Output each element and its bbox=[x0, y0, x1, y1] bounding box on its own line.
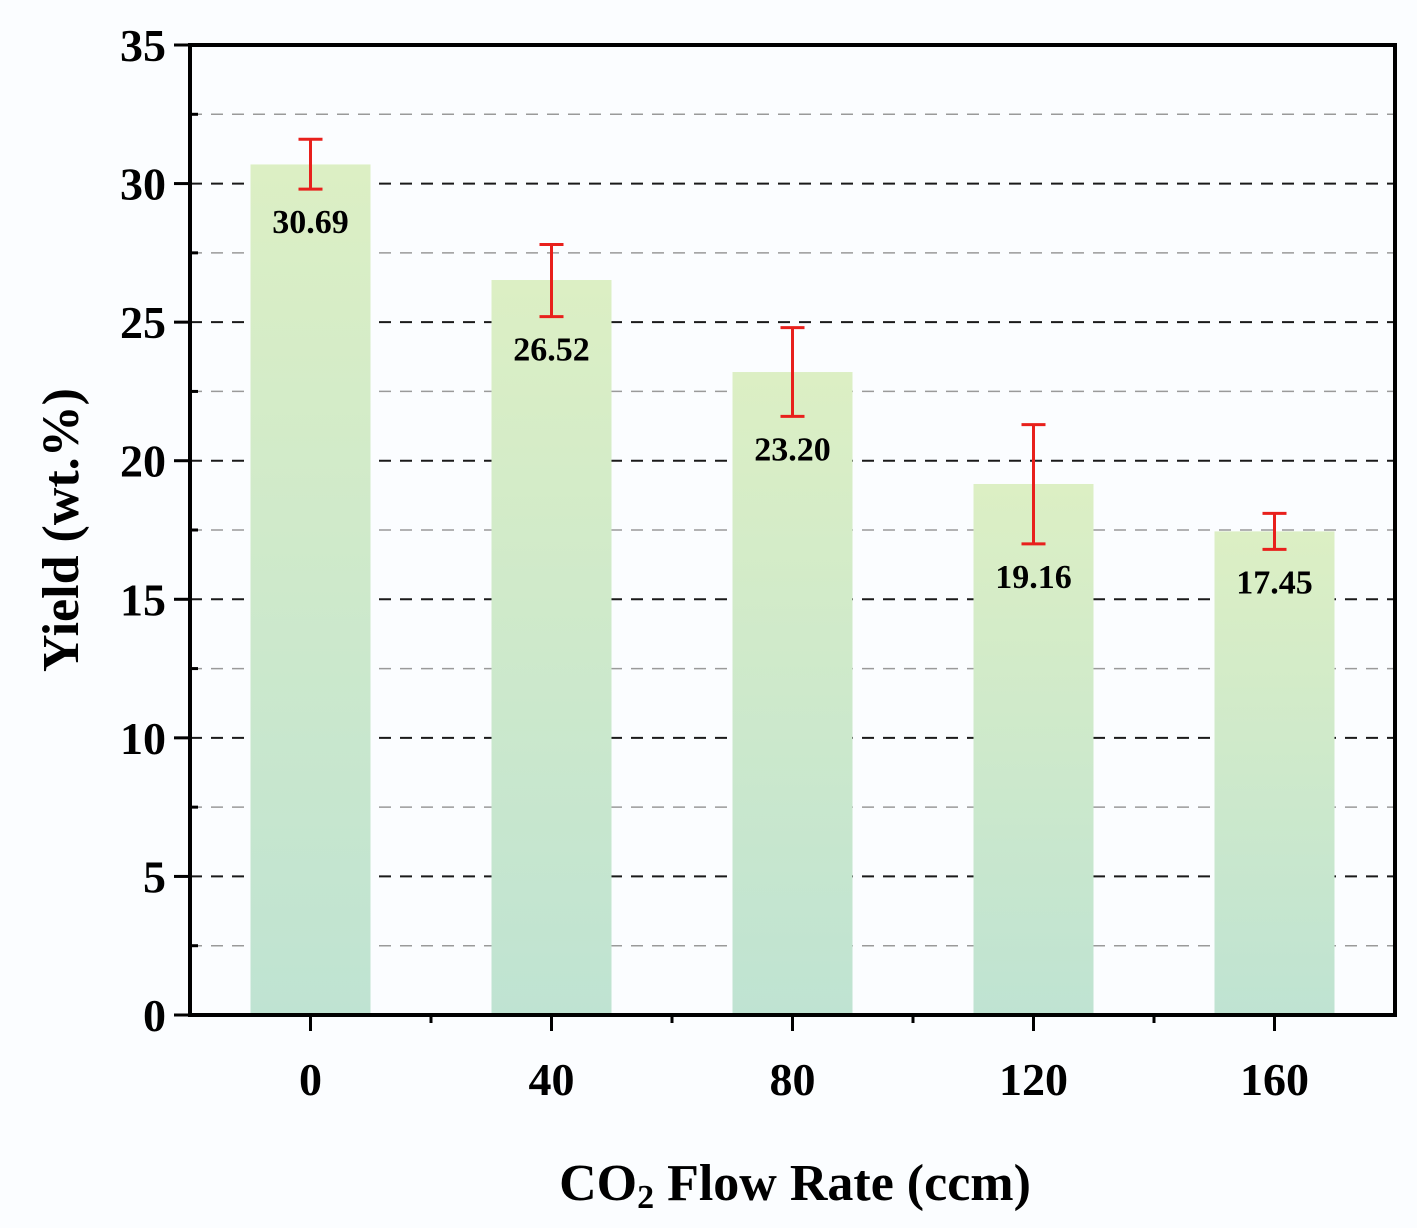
bar-40 bbox=[491, 280, 612, 1015]
y-axis-title: Yield (wt.%) bbox=[33, 388, 90, 672]
x-tick-label-0: 0 bbox=[299, 1054, 322, 1105]
x-tick-label-40: 40 bbox=[529, 1054, 575, 1105]
data-label-40: 26.52 bbox=[513, 332, 590, 369]
x-tick-label-80: 80 bbox=[770, 1054, 816, 1105]
x-axis-title: CO2 Flow Rate (ccm) bbox=[559, 1155, 1031, 1216]
x-tick-label-160: 160 bbox=[1240, 1054, 1309, 1105]
data-label-80: 23.20 bbox=[754, 431, 831, 468]
y-tick-label: 20 bbox=[120, 436, 166, 487]
x-axis-title-prefix: CO bbox=[559, 1155, 637, 1212]
data-label-0: 30.69 bbox=[272, 204, 349, 241]
y-tick-label: 0 bbox=[143, 990, 166, 1041]
data-label-layer: 30.69 26.52 23.20 19.16 17.45 bbox=[272, 204, 1313, 601]
axis-layer: 0 5 10 15 20 25 30 35 0 40 80 120 160 bbox=[120, 20, 1397, 1105]
x-axis-title-subscript: 2 bbox=[637, 1179, 654, 1216]
bar-160 bbox=[1214, 531, 1335, 1015]
y-tick-label: 15 bbox=[120, 574, 166, 625]
data-label-120: 19.16 bbox=[995, 559, 1072, 596]
y-tick-label: 30 bbox=[120, 159, 166, 210]
grid-layer bbox=[190, 113, 1395, 947]
x-tick-label-120: 120 bbox=[999, 1054, 1068, 1105]
bar-0 bbox=[250, 164, 371, 1015]
y-tick-label: 25 bbox=[120, 297, 166, 348]
x-axis-title-suffix: Flow Rate (ccm) bbox=[654, 1155, 1031, 1212]
y-tick-label: 5 bbox=[143, 851, 166, 902]
y-tick-label: 10 bbox=[120, 713, 166, 764]
y-tick-label: 35 bbox=[120, 20, 166, 71]
bar-80 bbox=[732, 372, 853, 1015]
error-bar-layer bbox=[298, 137, 1287, 551]
bar-120 bbox=[973, 483, 1094, 1016]
data-label-160: 17.45 bbox=[1236, 564, 1313, 601]
bar-layer bbox=[250, 164, 1335, 1016]
